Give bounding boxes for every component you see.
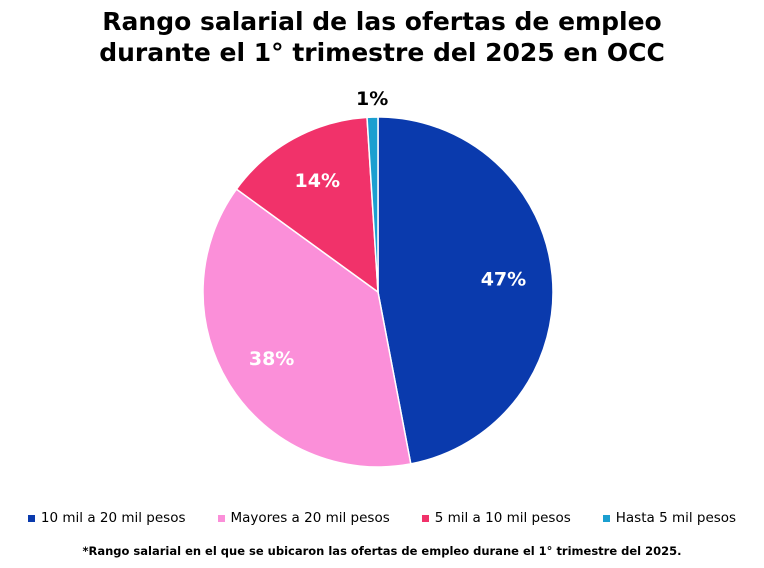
pie-slice-0	[377, 116, 554, 465]
chart-title-line-2: durante el 1° trimestre del 2025 en OCC	[99, 38, 665, 67]
pie-slice-label-2: 14%	[295, 170, 340, 192]
legend-item-mayores-20: Mayores a 20 mil pesos	[217, 510, 390, 526]
pie-slice-3	[366, 116, 379, 293]
pie-slice-2	[235, 116, 379, 294]
legend-swatch	[602, 514, 610, 522]
pie-slice-label-1: 38%	[249, 348, 294, 370]
pie-slice-label-3: 1%	[356, 88, 388, 110]
legend-item-10-20: 10 mil a 20 mil pesos	[27, 510, 186, 526]
pie-chart: 47% 38% 14% 1%	[202, 88, 554, 468]
legend-swatch	[27, 514, 35, 522]
legend-label: Hasta 5 mil pesos	[615, 510, 737, 526]
pie-slice-label-0: 47%	[481, 269, 526, 291]
pie-slice-1	[202, 188, 412, 468]
footnote: *Rango salarial en el que se ubicaron la…	[82, 544, 682, 558]
legend-label: 10 mil a 20 mil pesos	[40, 510, 186, 526]
legend-label: 5 mil a 10 mil pesos	[434, 510, 571, 526]
legend-item-5-10: 5 mil a 10 mil pesos	[421, 510, 571, 526]
chart-title: Rango salarial de las ofertas de empleo …	[0, 6, 764, 68]
chart-title-line-1: Rango salarial de las ofertas de empleo	[102, 7, 662, 36]
legend-label: Mayores a 20 mil pesos	[230, 510, 390, 526]
legend-swatch	[217, 514, 225, 522]
chart-legend: 10 mil a 20 mil pesos Mayores a 20 mil p…	[0, 510, 764, 526]
legend-swatch	[421, 514, 429, 522]
legend-item-hasta-5: Hasta 5 mil pesos	[602, 510, 737, 526]
